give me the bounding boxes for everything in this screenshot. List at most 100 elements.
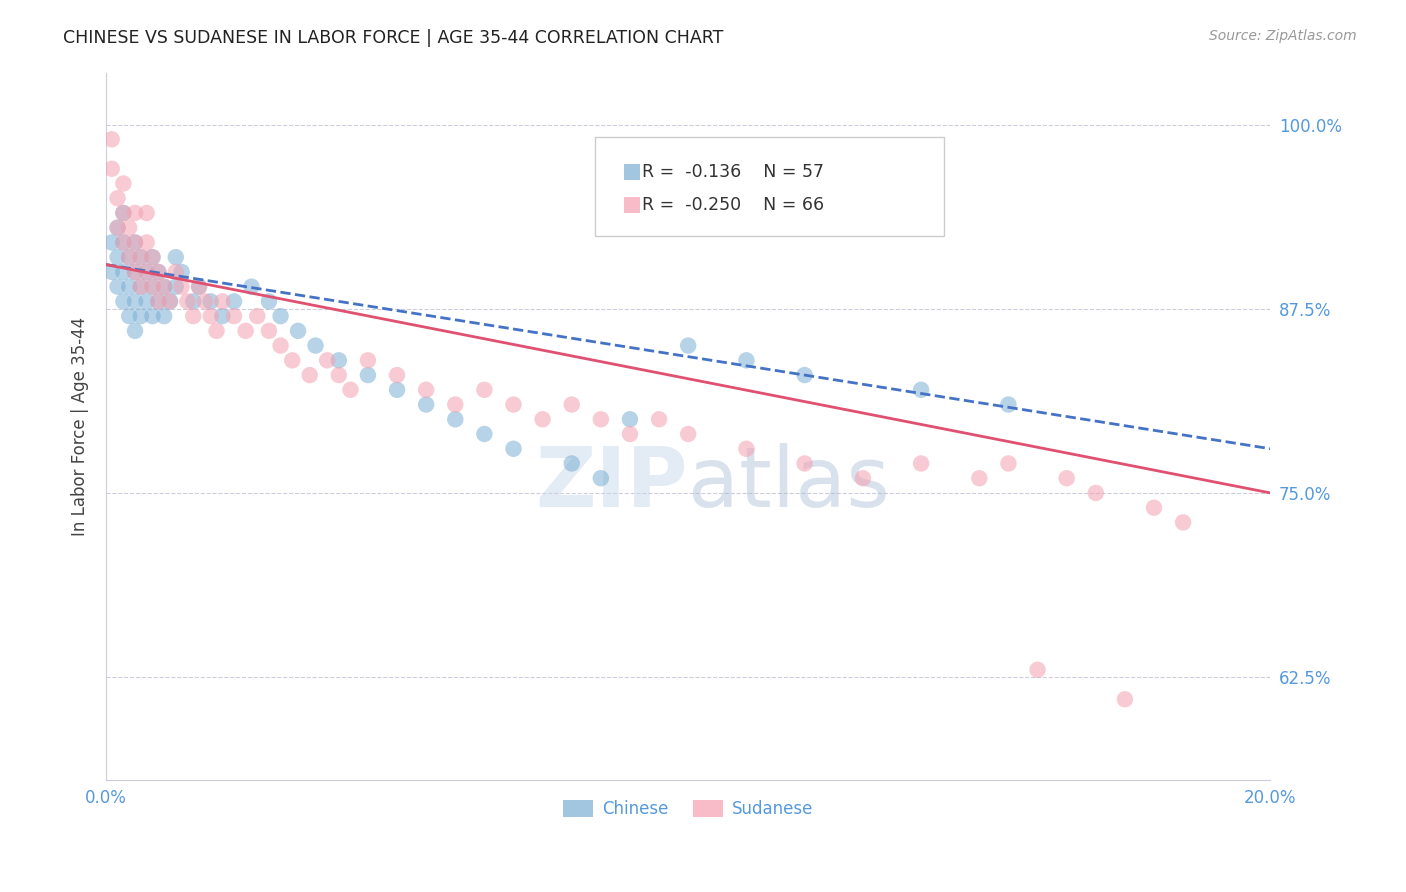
Point: [165, 250, 187, 264]
Point: [148, 294, 170, 309]
Point: [194, 294, 217, 309]
Point: [141, 250, 163, 264]
Point: [129, 309, 152, 323]
Point: [502, 442, 524, 456]
Point: [676, 427, 699, 442]
Point: [385, 383, 408, 397]
Point: [444, 398, 467, 412]
Point: [100, 161, 122, 176]
Point: [222, 294, 245, 309]
Point: [415, 383, 437, 397]
Point: [211, 309, 233, 323]
Point: [997, 398, 1019, 412]
Point: [304, 338, 326, 352]
Legend: Chinese, Sudanese: Chinese, Sudanese: [557, 794, 820, 825]
Point: [118, 220, 141, 235]
Point: [124, 265, 146, 279]
Point: [910, 457, 932, 471]
Point: [339, 383, 361, 397]
Point: [531, 412, 554, 426]
Point: [112, 177, 135, 191]
Point: [124, 265, 146, 279]
Point: [112, 294, 135, 309]
Point: [270, 309, 292, 323]
Point: [415, 398, 437, 412]
Point: [200, 309, 222, 323]
Point: [124, 294, 146, 309]
Point: [135, 235, 157, 250]
Bar: [624, 164, 640, 179]
Point: [148, 265, 170, 279]
Point: [298, 368, 321, 382]
Point: [793, 457, 815, 471]
Point: [1171, 516, 1194, 530]
Point: [235, 324, 257, 338]
Point: [170, 279, 193, 293]
Point: [153, 279, 176, 293]
Point: [619, 427, 641, 442]
Point: [148, 294, 170, 309]
Point: [735, 353, 758, 368]
Point: [118, 250, 141, 264]
Point: [357, 353, 380, 368]
Point: [589, 471, 612, 485]
Point: [153, 309, 176, 323]
Point: [107, 220, 129, 235]
Point: [852, 471, 875, 485]
Point: [969, 471, 991, 485]
Point: [135, 206, 157, 220]
Point: [176, 294, 198, 309]
Point: [188, 279, 211, 293]
Point: [112, 206, 135, 220]
Point: [997, 457, 1019, 471]
Point: [124, 206, 146, 220]
Point: [793, 368, 815, 382]
Point: [141, 250, 163, 264]
Point: [200, 294, 222, 309]
Text: atlas: atlas: [688, 442, 890, 524]
Point: [287, 324, 309, 338]
Point: [619, 412, 641, 426]
Point: [141, 279, 163, 293]
Point: [257, 324, 280, 338]
Point: [328, 368, 350, 382]
Bar: [624, 197, 640, 212]
Point: [107, 250, 129, 264]
Point: [112, 235, 135, 250]
Point: [474, 383, 496, 397]
Point: [124, 235, 146, 250]
Point: [246, 309, 269, 323]
Point: [159, 294, 181, 309]
Point: [135, 265, 157, 279]
Y-axis label: In Labor Force | Age 35-44: In Labor Force | Age 35-44: [72, 317, 89, 536]
Point: [107, 220, 129, 235]
Point: [135, 294, 157, 309]
Point: [328, 353, 350, 368]
Point: [135, 265, 157, 279]
Point: [676, 338, 699, 352]
Point: [444, 412, 467, 426]
Point: [124, 235, 146, 250]
Point: [112, 265, 135, 279]
Point: [129, 250, 152, 264]
Point: [129, 279, 152, 293]
Point: [107, 191, 129, 205]
Point: [148, 265, 170, 279]
Point: [170, 265, 193, 279]
Point: [181, 309, 204, 323]
Point: [141, 279, 163, 293]
Point: [181, 294, 204, 309]
Point: [281, 353, 304, 368]
Point: [129, 279, 152, 293]
Point: [1114, 692, 1136, 706]
Point: [222, 309, 245, 323]
Point: [112, 235, 135, 250]
Point: [124, 324, 146, 338]
Text: R =  -0.250    N = 66: R = -0.250 N = 66: [643, 196, 824, 214]
Text: CHINESE VS SUDANESE IN LABOR FORCE | AGE 35-44 CORRELATION CHART: CHINESE VS SUDANESE IN LABOR FORCE | AGE…: [63, 29, 724, 46]
Point: [502, 398, 524, 412]
Point: [107, 279, 129, 293]
Point: [589, 412, 612, 426]
Point: [141, 309, 163, 323]
Point: [257, 294, 280, 309]
